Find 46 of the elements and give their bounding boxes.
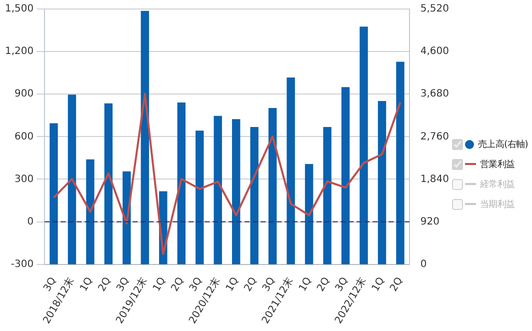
y2-tick-label: 920	[420, 216, 440, 228]
bar	[104, 103, 113, 264]
bar	[232, 119, 240, 264]
legend-label: 売上高(右軸)	[478, 138, 528, 150]
y-tick-label: 1,200	[4, 46, 34, 58]
y-tick-label: 0	[27, 216, 34, 228]
bar	[250, 126, 258, 264]
bar	[214, 116, 222, 264]
x-tick-label: 2Q	[388, 276, 406, 294]
bar	[304, 164, 314, 264]
y2-tick-label: 1,840	[420, 174, 450, 185]
bar	[68, 94, 76, 264]
bar	[286, 77, 295, 264]
y2-tick-label: 5,520	[420, 4, 450, 15]
x-tick-label: 1Q	[78, 276, 96, 294]
x-tick-label: 2Q	[316, 276, 332, 294]
y-tick-label: 1,500	[4, 4, 34, 15]
bar	[341, 87, 350, 264]
y-tick-label: -300	[10, 258, 34, 270]
bar	[177, 102, 186, 264]
bar	[378, 101, 386, 264]
y-tick-label: 600	[14, 131, 34, 142]
x-tick-label: 2Q	[242, 276, 260, 294]
x-tick-label: 1Q	[224, 276, 242, 294]
bar	[86, 159, 94, 264]
bar	[360, 26, 368, 264]
bar	[396, 62, 404, 264]
y2-tick-label: 3,680	[420, 88, 450, 100]
x-tick-label: 1Q	[297, 276, 314, 294]
bar	[268, 108, 277, 264]
bar	[323, 126, 332, 264]
legend-label: 営業利益	[480, 158, 515, 170]
x-tick-label: 2Q	[170, 276, 186, 294]
bar	[50, 123, 58, 264]
y2-tick-label: 4,600	[420, 46, 450, 58]
x-tick-label: 1Q	[151, 276, 168, 294]
legend-label: 当期利益	[480, 198, 515, 210]
legend-label: 経常利益	[480, 178, 515, 190]
y2-tick-label: 2,760	[420, 131, 450, 142]
x-tick-label: 1Q	[370, 276, 387, 294]
y2-tick-label: 0	[420, 258, 427, 270]
y-tick-label: 900	[14, 88, 34, 100]
y-tick-label: 300	[14, 174, 34, 185]
x-tick-label: 2Q	[96, 276, 114, 294]
bar	[196, 130, 204, 264]
bar	[140, 10, 150, 264]
